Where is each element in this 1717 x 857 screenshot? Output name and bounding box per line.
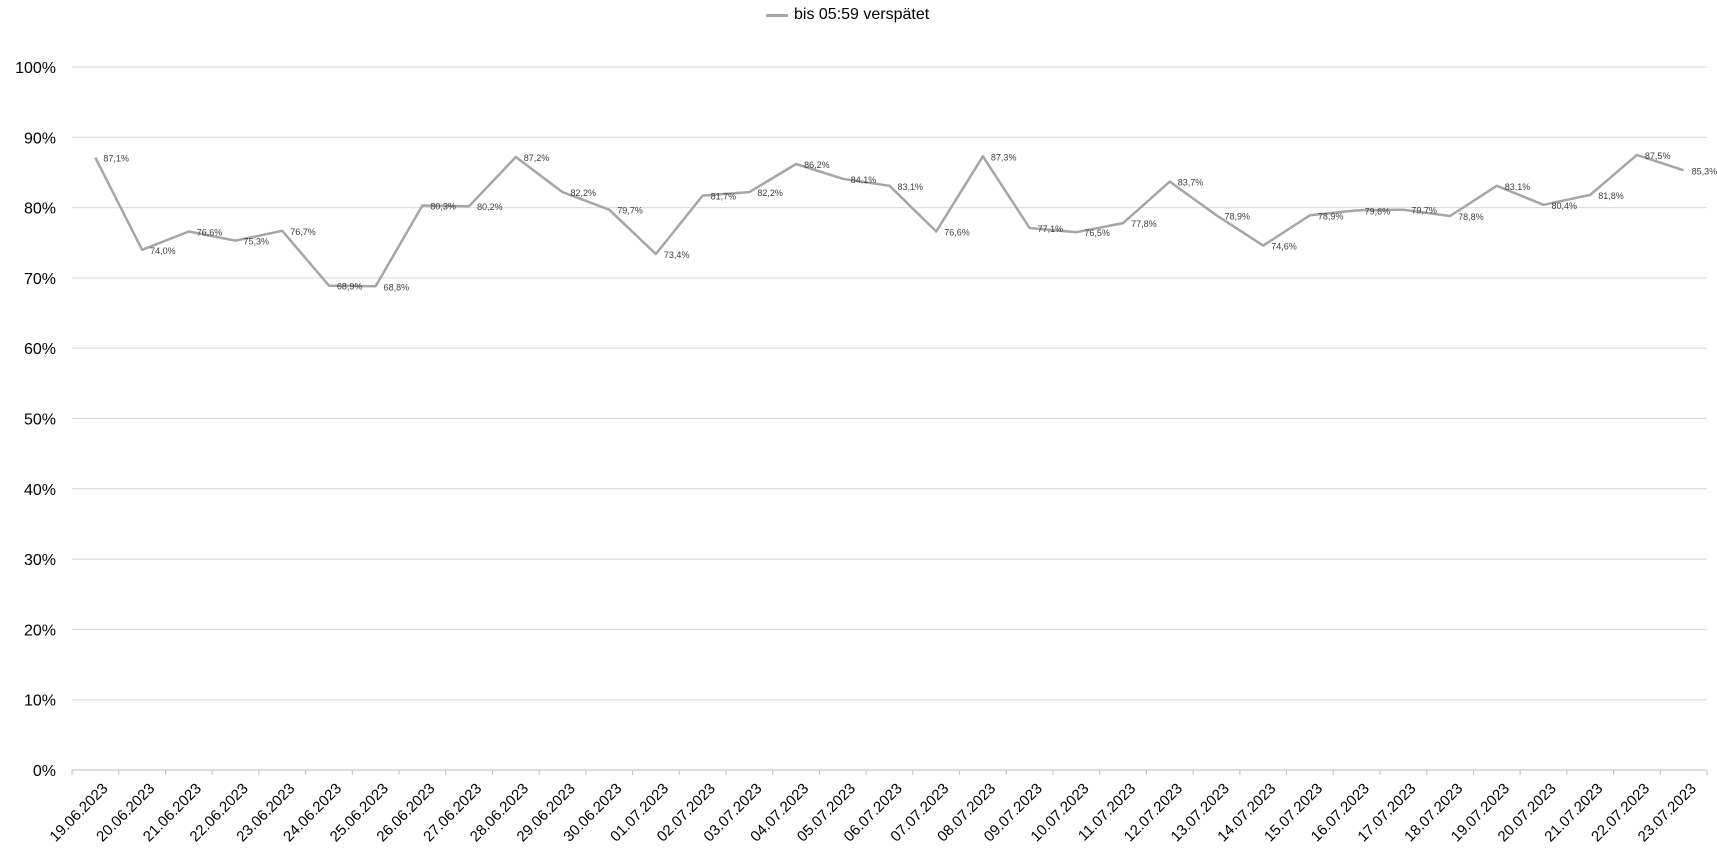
- grid-lines: [72, 66, 1707, 701]
- data-label: 77,8%: [1131, 219, 1157, 229]
- data-label: 85,3%: [1692, 166, 1717, 176]
- x-axis-tick-labels: 19.06.202320.06.202321.06.202322.06.2023…: [46, 780, 1699, 845]
- data-label: 75,3%: [244, 237, 270, 247]
- data-label: 76,6%: [944, 228, 970, 238]
- data-label: 86,2%: [804, 160, 830, 170]
- legend-series-label: bis 05:59 verspätet: [794, 6, 930, 23]
- data-label: 81,8%: [1598, 191, 1624, 201]
- data-label: 74,0%: [150, 246, 176, 256]
- data-label: 76,5%: [1084, 228, 1110, 238]
- y-tick-label: 80%: [24, 201, 56, 218]
- x-axis: [71, 769, 1708, 775]
- data-label: 76,6%: [197, 228, 223, 238]
- data-label: 79,7%: [1411, 206, 1437, 216]
- data-label: 68,9%: [337, 282, 363, 292]
- y-tick-label: 40%: [24, 482, 56, 499]
- data-label: 83,1%: [898, 182, 924, 192]
- data-label: 83,1%: [1505, 182, 1531, 192]
- data-label: 78,9%: [1225, 211, 1251, 221]
- data-label: 80,3%: [430, 201, 456, 211]
- y-tick-label: 30%: [24, 552, 56, 569]
- data-label: 80,4%: [1552, 201, 1578, 211]
- y-tick-label: 100%: [15, 60, 56, 77]
- y-tick-label: 90%: [24, 130, 56, 147]
- chart-legend: bis 05:59 verspätet: [766, 4, 929, 26]
- y-tick-label: 70%: [24, 271, 56, 288]
- series-line-group: [94, 153, 1684, 288]
- data-label: 83,7%: [1178, 178, 1204, 188]
- data-label: 78,8%: [1458, 212, 1484, 222]
- data-labels: 87,1% 74,0% 76,6% 75,3% 76,7% 68,9% 68,8% 80,3%…: [103, 151, 1717, 292]
- data-label: 82,2%: [571, 188, 597, 198]
- data-label: 87,5%: [1645, 151, 1671, 161]
- y-tick-label: 10%: [24, 693, 56, 710]
- data-label: 77,1%: [1038, 224, 1064, 234]
- data-label: 73,4%: [664, 250, 690, 260]
- data-label: 80,2%: [477, 202, 503, 212]
- y-tick-label: 50%: [24, 412, 56, 429]
- y-tick-label: 0%: [33, 763, 56, 780]
- data-label: 74,6%: [1271, 242, 1297, 252]
- data-label: 82,2%: [757, 188, 783, 198]
- data-label: 81,7%: [711, 192, 737, 202]
- data-label: 87,3%: [991, 152, 1017, 162]
- y-axis-tick-labels: 0% 10% 20% 30% 40% 50% 60% 70% 80% 90% 100%: [15, 60, 56, 780]
- data-label: 84,1%: [851, 175, 877, 185]
- data-label: 87,1%: [103, 154, 129, 164]
- data-label: 76,7%: [290, 227, 316, 237]
- data-label: 78,9%: [1318, 211, 1344, 221]
- data-label: 79,6%: [1365, 206, 1391, 216]
- legend-line-swatch: [766, 13, 788, 17]
- data-label: 87,2%: [524, 153, 550, 163]
- y-tick-label: 60%: [24, 341, 56, 358]
- y-tick-label: 20%: [24, 622, 56, 639]
- series-line: [94, 153, 1684, 288]
- data-label: 79,7%: [617, 206, 643, 216]
- data-label: 68,8%: [384, 282, 410, 292]
